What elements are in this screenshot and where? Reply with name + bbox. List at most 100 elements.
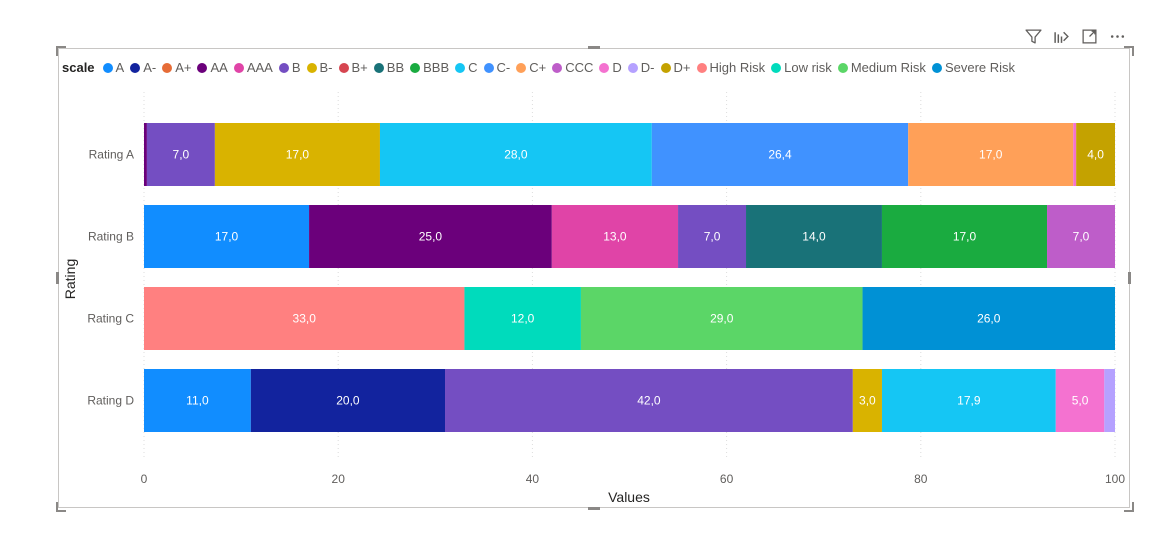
legend-item[interactable]: D — [599, 60, 622, 75]
x-axis-title: Values — [608, 489, 650, 505]
bar-segment[interactable] — [309, 205, 552, 268]
bar-segment[interactable] — [214, 123, 380, 186]
legend-item[interactable]: C- — [483, 60, 511, 75]
bar-segment[interactable] — [144, 287, 465, 350]
legend-item[interactable]: A — [102, 60, 125, 75]
legend-item[interactable]: AA — [197, 60, 228, 75]
bar-segment[interactable] — [144, 123, 147, 186]
resize-handle-bottom[interactable] — [588, 507, 600, 510]
legend-marker — [627, 62, 638, 73]
legend-item[interactable]: Severe Risk — [931, 60, 1015, 75]
bar-segment[interactable] — [379, 123, 652, 186]
bar-segment[interactable] — [678, 205, 747, 268]
legend-marker — [102, 62, 113, 73]
legend-item[interactable]: Medium Risk — [837, 60, 926, 75]
legend-item[interactable]: C+ — [516, 60, 546, 75]
bar-segment[interactable] — [144, 369, 251, 432]
bar-segment[interactable] — [881, 205, 1048, 268]
data-label: 20,0 — [336, 394, 360, 408]
data-label: 11,0 — [186, 394, 209, 408]
legend-marker — [233, 62, 244, 73]
bar-segment[interactable] — [746, 205, 882, 268]
bar-segment[interactable] — [908, 123, 1074, 186]
bar-segment[interactable] — [146, 123, 215, 186]
x-tick-label: 100 — [1105, 472, 1125, 486]
legend-item[interactable]: BB — [373, 60, 404, 75]
data-label: 29,0 — [710, 312, 734, 326]
drill-button[interactable] — [1051, 26, 1071, 46]
legend-marker — [516, 62, 527, 73]
resize-handle-bottom-right[interactable] — [1124, 502, 1134, 512]
y-axis-title: Rating — [62, 259, 78, 299]
legend-item[interactable]: D+ — [660, 60, 691, 75]
x-tick-label: 60 — [720, 472, 734, 486]
bar-segment[interactable] — [445, 369, 853, 432]
bar-segment[interactable] — [1073, 123, 1077, 186]
legend-marker — [373, 62, 384, 73]
legend-label: Low risk — [784, 60, 832, 75]
y-category-label: Rating D — [87, 394, 134, 408]
resize-handle-top-left[interactable] — [56, 46, 66, 56]
focus-mode-button[interactable] — [1079, 26, 1099, 46]
data-label: 33,0 — [293, 312, 317, 326]
legend-label: B+ — [351, 60, 368, 75]
resize-handle-right[interactable] — [1128, 272, 1131, 284]
bar-segment[interactable] — [1055, 369, 1105, 432]
resize-handle-top[interactable] — [588, 46, 600, 49]
bar-segment[interactable] — [862, 287, 1115, 350]
data-label: 26,0 — [977, 312, 1001, 326]
legend-label: C- — [496, 60, 511, 75]
resize-handle-top-right[interactable] — [1124, 46, 1134, 56]
legend-item[interactable]: B+ — [338, 60, 368, 75]
legend-item[interactable]: CCC — [552, 60, 593, 75]
bar-segment[interactable] — [551, 205, 679, 268]
filter-button[interactable] — [1023, 26, 1043, 46]
bar-segment[interactable] — [1076, 123, 1115, 186]
legend-marker — [197, 62, 208, 73]
data-label: 17,0 — [953, 230, 977, 244]
data-label: 13,0 — [603, 230, 627, 244]
legend-item[interactable]: B- — [306, 60, 333, 75]
y-category-label: Rating C — [87, 312, 134, 326]
legend-item[interactable]: A- — [130, 60, 156, 75]
legend-item[interactable]: AAA — [233, 60, 273, 75]
more-options-icon — [1110, 34, 1124, 38]
legend-label: C — [468, 60, 478, 75]
legend-marker — [599, 62, 610, 73]
legend-marker — [660, 62, 671, 73]
data-label: 17,0 — [979, 148, 1003, 162]
chart-legend: scale A A- A+ AA AAA B B- B+ BB BBB C C- C+ CCC D D- D+ H… — [62, 60, 1122, 75]
resize-handle-left[interactable] — [56, 272, 59, 284]
legend-item[interactable]: BBB — [410, 60, 449, 75]
legend-title: scale — [62, 60, 95, 75]
bar-segment[interactable] — [580, 287, 863, 350]
bar-segment[interactable] — [1047, 205, 1115, 268]
x-tick-label: 40 — [526, 472, 540, 486]
legend-item[interactable]: D- — [627, 60, 655, 75]
bar-segment[interactable] — [881, 369, 1056, 432]
resize-handle-bottom-left[interactable] — [56, 502, 66, 512]
y-category-label: Rating B — [88, 230, 134, 244]
legend-item[interactable]: High Risk — [696, 60, 766, 75]
more-options-button[interactable] — [1107, 26, 1127, 46]
y-category-label: Rating A — [89, 148, 134, 162]
bar-segment[interactable] — [852, 369, 882, 432]
legend-marker — [483, 62, 494, 73]
legend-item[interactable]: A+ — [162, 60, 191, 75]
bar-segment[interactable] — [250, 369, 446, 432]
legend-label: D — [612, 60, 622, 75]
bar-segment[interactable] — [651, 123, 909, 186]
legend-label: High Risk — [709, 60, 766, 75]
bar-segment[interactable] — [144, 205, 310, 268]
legend-label: A — [115, 60, 125, 75]
legend-item[interactable]: C — [455, 60, 478, 75]
bar-segment[interactable] — [464, 287, 581, 350]
legend-label: B- — [319, 60, 333, 75]
data-label: 25,0 — [419, 230, 443, 244]
bar-segment[interactable] — [1104, 369, 1115, 432]
data-label: 14,0 — [802, 230, 826, 244]
data-label: 5,0 — [1072, 394, 1089, 408]
legend-item[interactable]: B — [278, 60, 301, 75]
legend-marker — [162, 62, 173, 73]
legend-item[interactable]: Low risk — [771, 60, 832, 75]
